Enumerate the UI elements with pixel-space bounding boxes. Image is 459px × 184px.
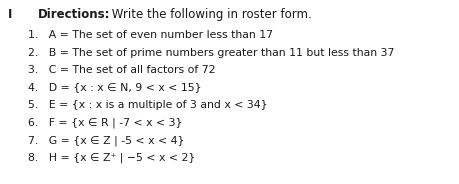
Text: 4.   D = {x : x ∈ N, 9 < x < 15}: 4. D = {x : x ∈ N, 9 < x < 15} <box>28 82 202 93</box>
Text: 6.   F = {x ∈ R | -7 < x < 3}: 6. F = {x ∈ R | -7 < x < 3} <box>28 118 182 128</box>
Text: Directions:: Directions: <box>38 8 111 21</box>
Text: 2.   B = The set of prime numbers greater than 11 but less than 37: 2. B = The set of prime numbers greater … <box>28 47 394 57</box>
Text: 8.   H = {x ∈ Z⁺ | −5 < x < 2}: 8. H = {x ∈ Z⁺ | −5 < x < 2} <box>28 153 195 163</box>
Text: 7.   G = {x ∈ Z | -5 < x < 4}: 7. G = {x ∈ Z | -5 < x < 4} <box>28 135 185 146</box>
Text: Write the following in roster form.: Write the following in roster form. <box>108 8 312 21</box>
Text: I: I <box>8 8 12 21</box>
Text: 3.   C = The set of all factors of 72: 3. C = The set of all factors of 72 <box>28 65 215 75</box>
Text: 1.   A = The set of even number less than 17: 1. A = The set of even number less than … <box>28 30 273 40</box>
Text: 5.   E = {x : x is a multiple of 3 and x < 34}: 5. E = {x : x is a multiple of 3 and x <… <box>28 100 268 110</box>
